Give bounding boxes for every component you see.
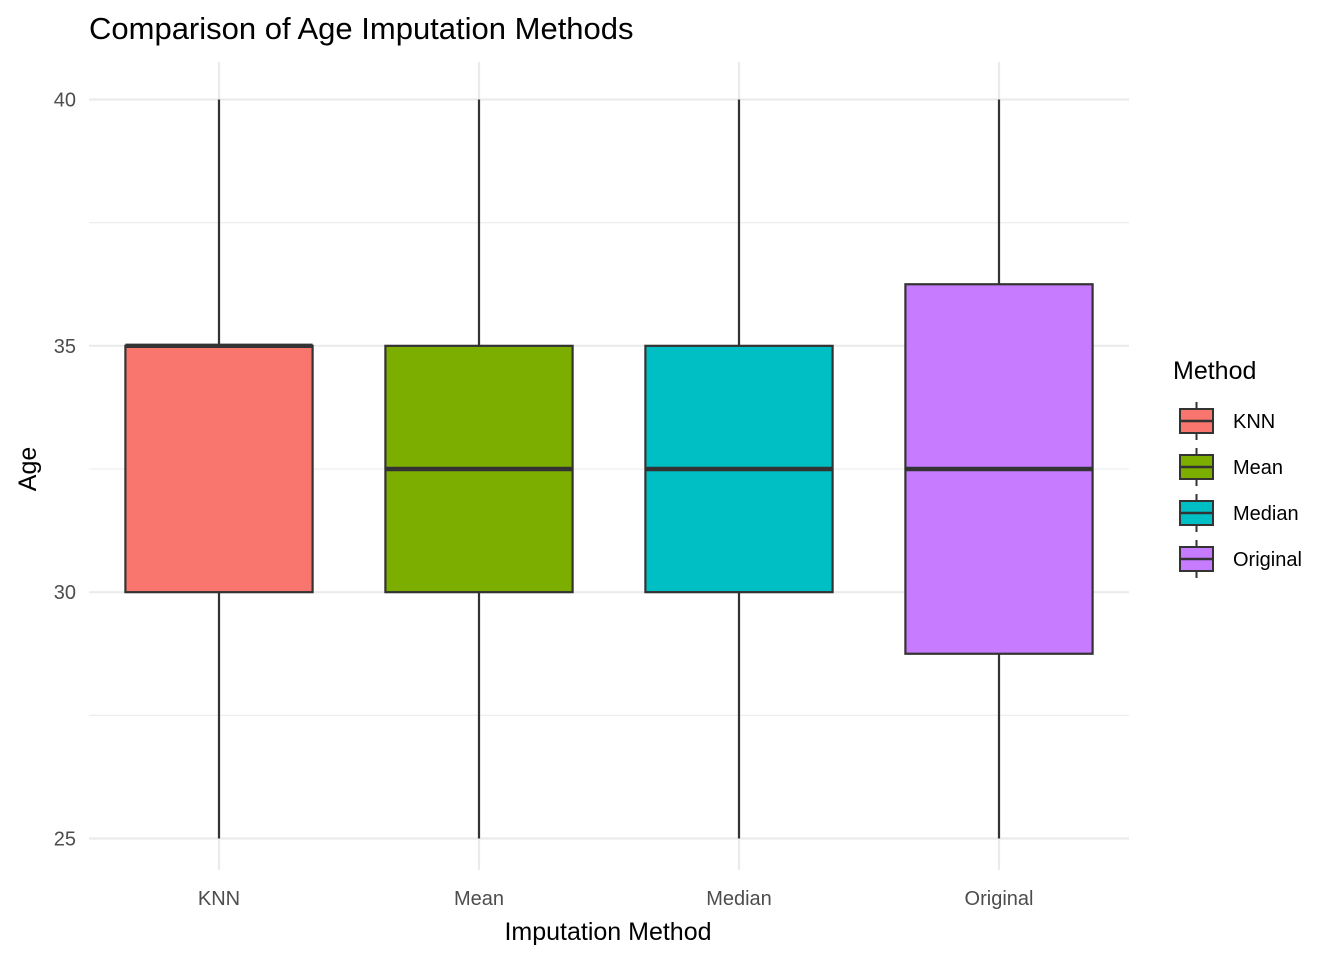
legend-title: Method — [1173, 357, 1256, 385]
legend-item-knn: KNN — [1179, 402, 1275, 440]
y-tick-label: 25 — [54, 829, 76, 851]
boxplot-median — [644, 99, 834, 839]
box-iqr — [124, 344, 314, 594]
legend-label: Mean — [1233, 457, 1283, 479]
x-tick-label: Median — [706, 888, 772, 910]
y-tick-label: 35 — [54, 336, 76, 358]
legend-label: Original — [1233, 549, 1302, 571]
boxplots — [124, 99, 1094, 839]
boxplot-knn — [124, 99, 314, 839]
x-axis-title: Imputation Method — [504, 918, 711, 946]
legend-label: Median — [1233, 503, 1299, 525]
legend-item-median: Median — [1179, 494, 1299, 532]
legend-item-mean: Mean — [1179, 448, 1283, 486]
x-tick-label: Original — [965, 888, 1034, 910]
y-tick-labels: 25 30 35 40 — [54, 90, 76, 851]
boxplot-mean — [384, 99, 574, 839]
x-tick-labels: KNN Mean Median Original — [198, 888, 1034, 910]
legend: Method KNN Mean Median Original — [1173, 357, 1302, 578]
y-axis-title: Age — [14, 447, 42, 491]
boxplot-original — [904, 99, 1094, 839]
legend-item-original: Original — [1179, 540, 1302, 578]
x-tick-label: KNN — [198, 888, 240, 910]
legend-label: KNN — [1233, 411, 1275, 433]
y-tick-label: 40 — [54, 90, 76, 112]
chart-title: Comparison of Age Imputation Methods — [89, 11, 634, 46]
x-tick-label: Mean — [454, 888, 504, 910]
y-tick-label: 30 — [54, 582, 76, 604]
